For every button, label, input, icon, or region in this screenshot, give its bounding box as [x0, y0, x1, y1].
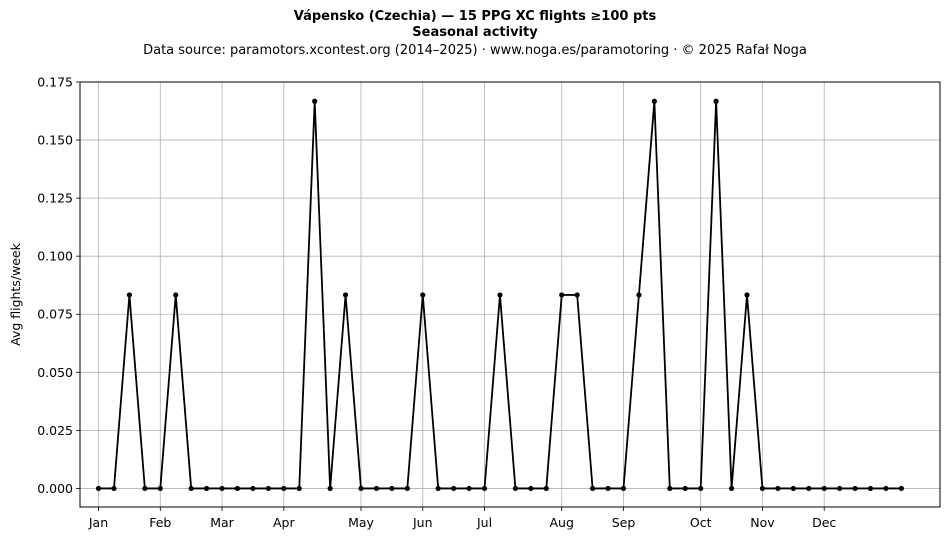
data-point — [651, 98, 657, 104]
data-point — [667, 485, 673, 492]
data-point — [620, 485, 627, 492]
data-point — [265, 485, 271, 492]
data-point — [837, 485, 843, 492]
y-tick-label: 0.025 — [37, 423, 73, 438]
data-point — [250, 485, 256, 492]
data-source-note: Data source: paramotors.xcontest.org (20… — [143, 43, 807, 58]
data-point — [543, 485, 549, 492]
data-point — [775, 485, 781, 492]
y-tick-label: 0.050 — [37, 365, 73, 380]
data-point — [528, 485, 534, 492]
x-tick-label: Oct — [690, 515, 712, 530]
data-point — [234, 485, 241, 492]
series-avg-flights — [95, 98, 905, 492]
data-point — [327, 485, 333, 492]
data-point — [188, 485, 194, 492]
x-tick-label: Dec — [812, 515, 836, 530]
data-point — [605, 485, 611, 492]
plot-frame — [79, 81, 941, 508]
x-tick-label: Jul — [476, 515, 492, 530]
y-tick-label: 0.100 — [37, 249, 73, 264]
data-point — [173, 292, 179, 298]
x-tick-label: Sep — [612, 515, 636, 530]
y-tick-label: 0.125 — [37, 191, 73, 206]
axes-ticks: 0.000 0.025 0.050 0.075 0.100 0.125 0.150 0.175… — [37, 75, 836, 531]
x-tick-label: Mar — [210, 515, 234, 530]
data-point — [497, 292, 503, 298]
data-point — [342, 292, 349, 298]
data-point — [312, 98, 318, 104]
data-point — [466, 485, 472, 492]
x-tick-label: May — [348, 515, 374, 530]
data-point — [806, 485, 812, 492]
data-point — [435, 485, 441, 492]
data-point — [883, 485, 889, 492]
y-tick-label: 0.175 — [37, 75, 73, 90]
data-point — [713, 98, 719, 104]
data-point — [481, 485, 488, 492]
data-point — [852, 485, 858, 492]
x-tick-label: Apr — [273, 515, 295, 530]
x-tick-label: Nov — [750, 515, 775, 530]
data-point — [559, 292, 565, 298]
data-point — [296, 485, 302, 492]
x-tick-label: Feb — [149, 515, 171, 530]
x-tick-label: Jan — [88, 515, 108, 530]
data-point — [142, 485, 148, 492]
chart-subtitle: Seasonal activity — [412, 25, 538, 40]
data-point — [157, 485, 163, 492]
x-tick-label: Aug — [550, 515, 574, 530]
data-point — [219, 485, 225, 492]
data-point — [389, 485, 395, 492]
data-point — [821, 485, 827, 492]
data-point — [451, 485, 457, 492]
y-tick-label: 0.150 — [37, 133, 73, 148]
chart-title: Vápensko (Czechia) — 15 PPG XC flights ≥… — [293, 9, 657, 24]
y-tick-label: 0.000 — [37, 481, 73, 496]
data-point — [759, 485, 766, 492]
data-point — [636, 292, 642, 298]
x-tick-label: Jun — [412, 515, 433, 530]
data-point — [898, 485, 905, 492]
data-point — [574, 292, 580, 298]
data-point — [373, 485, 380, 492]
data-point — [698, 485, 704, 492]
data-point — [204, 485, 210, 492]
data-point — [512, 485, 519, 492]
data-point — [358, 485, 364, 492]
data-point — [95, 485, 102, 492]
data-point — [867, 485, 874, 492]
data-point — [111, 485, 117, 492]
data-point — [728, 485, 735, 492]
data-point — [126, 292, 133, 298]
grid — [80, 81, 940, 507]
data-point — [744, 292, 750, 298]
data-point — [404, 485, 410, 492]
data-point — [790, 485, 796, 492]
data-point — [420, 292, 426, 298]
y-axis-label: Avg flights/week — [8, 242, 23, 346]
data-point — [682, 485, 688, 492]
data-point — [590, 485, 596, 492]
data-point — [281, 485, 287, 492]
y-tick-label: 0.075 — [37, 307, 73, 322]
